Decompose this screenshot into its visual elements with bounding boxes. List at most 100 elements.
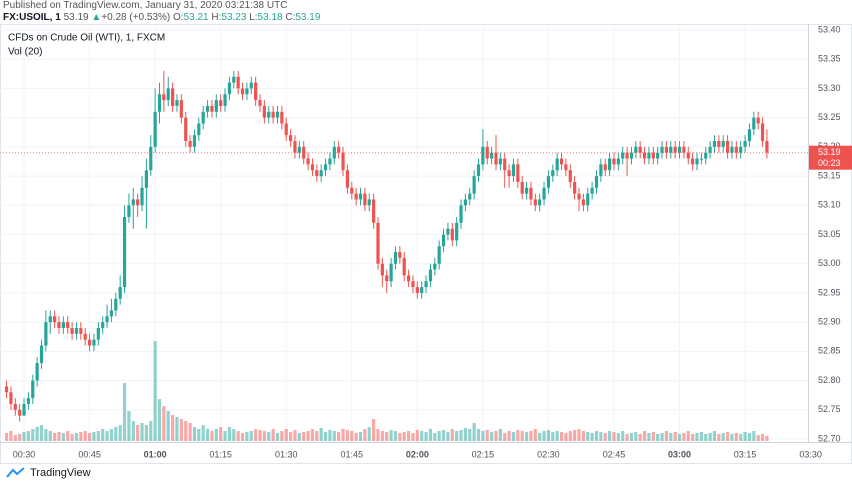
volume-bar: [616, 433, 620, 441]
candle-body: [760, 123, 765, 142]
candle-body: [275, 111, 280, 118]
volume-bar: [39, 425, 44, 441]
y-tick-label: 53.25: [818, 112, 841, 122]
volume-bar: [511, 432, 516, 441]
volume-bar: [428, 429, 433, 441]
volume-bar: [424, 432, 428, 441]
candle-body: [691, 158, 695, 165]
x-tick-label: 02:15: [472, 449, 495, 459]
candle-body: [664, 146, 669, 153]
candle-body: [57, 322, 61, 328]
volume-bar: [332, 431, 336, 441]
candle-body: [450, 228, 454, 241]
volume-bar: [481, 431, 485, 441]
candle-body: [44, 322, 48, 346]
candle-body: [70, 327, 74, 334]
candle-body: [647, 152, 651, 159]
x-tick-label: 01:00: [144, 449, 167, 459]
header: Published on TradingView.com, January 31…: [3, 0, 320, 24]
volume-bar: [555, 431, 559, 441]
volume-bar: [704, 434, 708, 441]
volume-bar: [743, 432, 747, 441]
volume-bar: [542, 431, 546, 441]
volume-bar: [463, 428, 467, 441]
volume-bar: [551, 432, 555, 441]
candle-body: [424, 281, 428, 288]
c-label: C:: [285, 12, 296, 23]
volume-bar: [411, 433, 415, 441]
volume-bar: [337, 432, 341, 441]
volume-bar: [254, 429, 258, 441]
volume-bar: [664, 431, 669, 441]
volume-bar: [240, 433, 245, 441]
candle-body: [441, 234, 446, 247]
volume-bar: [184, 421, 188, 441]
volume-bar: [638, 434, 642, 441]
candle-body: [109, 310, 114, 317]
candle-body: [13, 403, 17, 410]
y-tick-label: 53.10: [818, 200, 841, 210]
volume-bar: [380, 431, 384, 441]
candle-body: [188, 141, 192, 147]
candle-body: [520, 181, 524, 194]
volume-bar: [197, 429, 201, 441]
candle-body: [752, 117, 756, 130]
volume-bar: [127, 411, 131, 441]
volume-bar: [634, 432, 638, 441]
volume-bar: [267, 432, 271, 441]
candle-body: [708, 146, 712, 153]
candle-body: [262, 105, 266, 118]
y-tick-label: 53.00: [818, 258, 841, 268]
volume-bar: [345, 430, 350, 441]
volume-bar: [53, 433, 57, 441]
candle-body: [603, 164, 607, 171]
candle-body: [599, 164, 603, 177]
candle-body: [114, 298, 118, 311]
candle-body: [280, 111, 284, 124]
volume-bar: [686, 431, 690, 441]
h: 53.23: [221, 12, 247, 23]
volume-bar: [4, 433, 9, 441]
volume-bar: [415, 430, 419, 441]
candle-body: [402, 257, 406, 276]
volume-bar: [747, 433, 752, 441]
volume-bar: [450, 429, 454, 441]
candle-body: [18, 409, 22, 416]
volume-bar: [459, 430, 463, 441]
volume-bar: [485, 430, 489, 441]
candle-body: [616, 158, 620, 165]
volume-bar: [573, 430, 577, 441]
volume-bar: [599, 432, 603, 441]
candle-body: [529, 187, 533, 200]
candle-body: [586, 193, 590, 206]
candle-body: [651, 152, 655, 159]
y-tick-label: 53.30: [818, 83, 841, 93]
change: +0.28 (+0.53%): [101, 12, 171, 23]
candle-body: [380, 263, 384, 276]
volume-bar: [83, 431, 87, 441]
candle-body: [734, 146, 738, 153]
y-tick-label: 52.80: [818, 375, 841, 385]
candle-body: [74, 327, 79, 334]
c: 53.19: [295, 12, 321, 23]
volume-bar: [498, 429, 502, 441]
candle-body: [629, 152, 634, 159]
volume-bar: [328, 430, 332, 441]
candle-body: [236, 76, 240, 89]
volume-bar: [612, 432, 616, 441]
candle-body: [367, 199, 371, 206]
volume-bar: [603, 433, 607, 441]
candle-body: [642, 152, 647, 159]
volume-bar: [490, 432, 494, 441]
volume-bar: [122, 383, 127, 441]
candle-body: [136, 199, 140, 206]
candle-body: [332, 146, 336, 159]
l: 53.18: [257, 12, 283, 23]
volume-bar: [245, 432, 249, 441]
candle-body: [516, 164, 520, 182]
volume-bar: [708, 433, 712, 441]
candle-body: [398, 252, 402, 258]
candle-body: [289, 135, 293, 142]
candle-body: [210, 105, 214, 112]
candle-body: [162, 94, 166, 101]
